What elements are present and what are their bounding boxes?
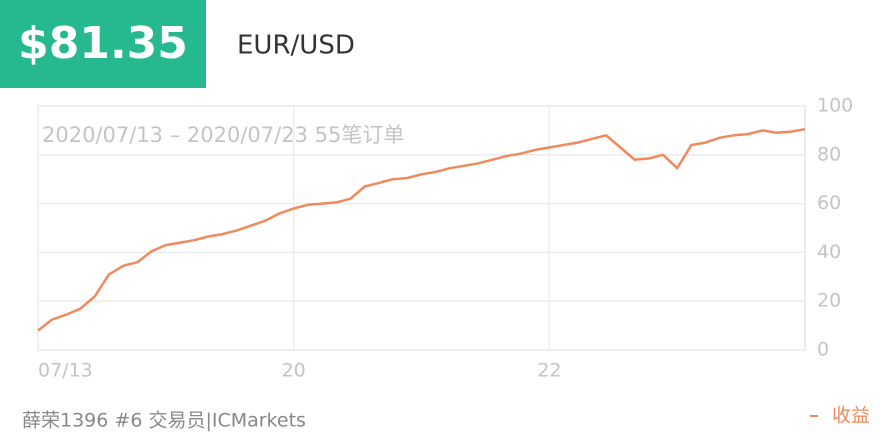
legend-label: 收益 [832, 405, 870, 427]
x-tick-label: 22 [537, 360, 561, 382]
y-tick-label: 40 [817, 241, 841, 263]
chart-subtitle: 2020/07/13 – 2020/07/23 55笔订单 [42, 123, 404, 147]
y-tick-label: 60 [817, 192, 841, 214]
x-tick-label: 07/13 [38, 360, 93, 382]
x-tick-label: 20 [282, 360, 306, 382]
series-line [37, 127, 806, 332]
pair: EUR/USD [237, 31, 355, 61]
trader: 薛荣1396 #6 交易员|ICMarkets [22, 410, 306, 432]
price: $81.35 [18, 18, 188, 69]
y-tick-label: 100 [817, 95, 853, 117]
y-tick-label: 0 [817, 339, 829, 361]
price-badge [0, 0, 206, 88]
y-tick-label: 80 [817, 143, 841, 165]
y-tick-label: 20 [817, 290, 841, 312]
